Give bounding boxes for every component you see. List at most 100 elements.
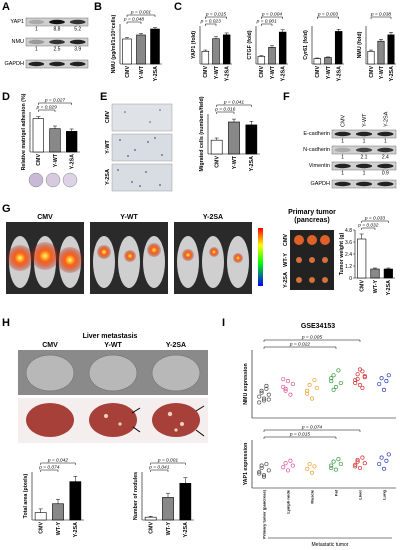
panel-label: H xyxy=(2,317,10,329)
blot-row-label: GAPDH xyxy=(310,181,330,187)
data-point xyxy=(283,388,288,393)
blot-band xyxy=(69,61,86,67)
blot-band xyxy=(377,181,394,187)
blot-quant: 8.8 xyxy=(54,27,61,33)
x-tick-label: CMV xyxy=(369,66,375,78)
data-point xyxy=(281,465,286,470)
x-tick-label: Y-2SA xyxy=(224,66,230,81)
bar xyxy=(278,31,287,65)
tumor-photo xyxy=(290,230,334,290)
blot-row-label: Vimentin xyxy=(309,163,330,169)
blot-row-label: YAP1 xyxy=(10,19,24,25)
blot-band xyxy=(355,147,373,153)
x-tick-label: Y-2SA xyxy=(249,156,255,171)
data-point xyxy=(283,461,288,466)
bar xyxy=(49,128,61,153)
bar xyxy=(383,268,393,279)
significance-bracket xyxy=(205,23,217,26)
p-value: p = 0.029 xyxy=(36,105,57,111)
blot-band xyxy=(377,163,394,169)
liver-images xyxy=(18,350,208,443)
bar xyxy=(201,51,210,65)
bar xyxy=(122,38,132,65)
bar xyxy=(367,51,375,65)
data-point xyxy=(305,388,310,393)
data-point xyxy=(305,391,310,396)
data-point xyxy=(357,367,363,372)
bar xyxy=(179,482,192,521)
x-tick-label: CMV xyxy=(315,66,321,78)
blot-band xyxy=(377,147,394,153)
blot-quant: 1 xyxy=(341,139,344,145)
blot-band xyxy=(334,131,351,137)
p-value: p = 0.033 xyxy=(364,216,385,222)
blot-row-label: N-cadherin xyxy=(303,147,330,153)
data-point xyxy=(307,461,312,467)
y-tick-label: 3.6 xyxy=(345,240,352,246)
y-axis-label: CTGF (fold) xyxy=(247,30,253,59)
data-point xyxy=(288,458,293,463)
x-tick-label: Y-2SA xyxy=(153,66,159,81)
significance-bracket xyxy=(216,104,252,107)
bar xyxy=(357,238,367,279)
data-point xyxy=(338,461,343,467)
data-point xyxy=(264,461,269,467)
blot-row-label: GAPDH xyxy=(4,61,24,67)
data-point xyxy=(259,465,264,471)
bar xyxy=(228,121,240,155)
x-tick-label: CMV xyxy=(259,66,265,78)
panel-title: GSE34153 xyxy=(301,323,335,330)
significance-bracket xyxy=(263,429,361,432)
x-tick-label: CMV xyxy=(36,154,42,166)
data-point xyxy=(264,383,269,388)
x-tick-label: CMV xyxy=(38,522,44,534)
p-value: p = 0.023 xyxy=(200,19,221,25)
panel-label: I xyxy=(222,317,225,329)
p-value: p = 0.015 xyxy=(289,432,310,438)
data-point xyxy=(362,374,367,379)
y-axis-label: Cyr61 (fold) xyxy=(303,30,309,60)
x-tick-label: CMV xyxy=(125,66,131,78)
bar xyxy=(387,34,395,65)
data-point xyxy=(360,369,365,374)
panel-label: E xyxy=(100,91,107,103)
data-point xyxy=(338,380,343,386)
data-point xyxy=(329,465,334,471)
group-label: CMV xyxy=(37,214,53,221)
data-point xyxy=(336,457,341,462)
blot-band xyxy=(377,131,394,137)
blot-band xyxy=(28,61,45,67)
tumor-title: (pancreas) xyxy=(294,217,329,224)
data-point xyxy=(290,381,295,387)
p-value: p = 0.041 xyxy=(223,100,244,106)
x-tick-label: Primary tumor (pancreas) xyxy=(262,489,267,538)
significance-bracket xyxy=(361,220,389,223)
x-tick-label: CMV xyxy=(214,156,220,168)
data-point xyxy=(288,392,293,397)
x-tick-label: Muscle xyxy=(310,489,315,503)
tumor-row-label: CMV xyxy=(283,234,289,247)
blot-band xyxy=(355,131,373,137)
x-tick-label: Y-WT xyxy=(139,65,145,79)
blot-column-label: Y-2SA xyxy=(383,111,389,127)
data-point xyxy=(266,392,271,397)
data-point xyxy=(386,452,391,457)
mice-images xyxy=(6,222,263,294)
bar xyxy=(222,34,231,65)
group-label: Y-WT xyxy=(120,214,138,221)
x-tick-label: Y-2SA xyxy=(389,66,395,81)
significance-bracket xyxy=(40,462,76,465)
data-point xyxy=(257,469,262,475)
data-point xyxy=(329,463,334,468)
x-tick-label: Y-2SA xyxy=(183,522,189,537)
x-tick-label: Lung xyxy=(382,489,387,499)
p-value: p = 0.038 xyxy=(370,12,391,18)
group-label: Y-2SA xyxy=(166,342,186,349)
panel-label: B xyxy=(94,1,102,13)
tumor-row-label: WT-Y xyxy=(283,253,289,267)
p-value: p = 0.048 xyxy=(123,17,144,23)
p-value: p = 0.032 xyxy=(357,223,378,229)
data-point xyxy=(357,465,363,471)
blot-band xyxy=(334,147,351,153)
